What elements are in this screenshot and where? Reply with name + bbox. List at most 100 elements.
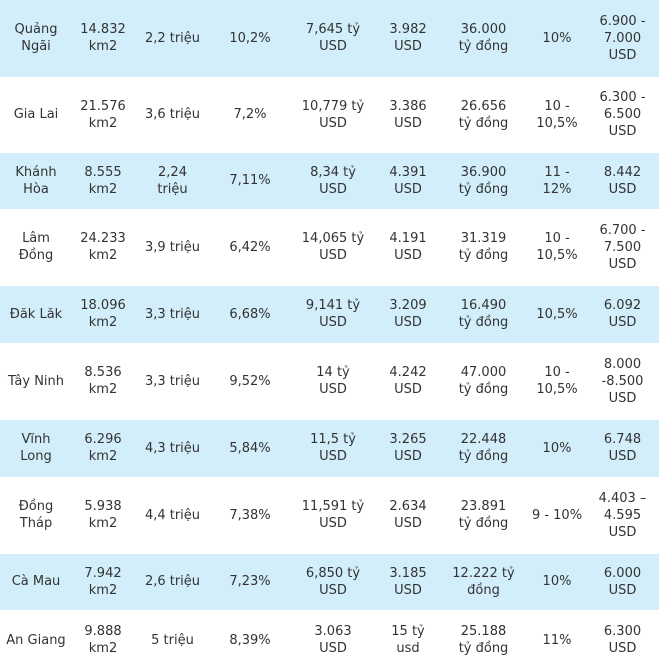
table-row: Tây Ninh 8.536 km2 3,3 triệu 9,52% 14 tỷ… [0,343,659,420]
growth-cell: 7,38% [211,477,289,554]
target-growth-cell: 10 - 10,5% [528,209,586,286]
target-growth-cell: 10% [528,419,586,478]
growth-cell: 7,23% [211,553,289,611]
budget-cell: 36.000 tỷ đồng [439,0,528,78]
target-per-capita-cell: 6.900 - 7.000 USD [586,0,659,78]
per-capita-cell: 2.634 USD [377,477,439,554]
growth-cell: 6,68% [211,285,289,344]
grdp-cell: 11,5 tỷ USD [289,419,377,478]
target-growth-cell: 10 - 10,5% [528,343,586,420]
target-growth-cell: 10,5% [528,285,586,344]
grdp-cell: 6,850 tỷ USD [289,553,377,611]
per-capita-cell: 4.391 USD [377,152,439,210]
target-per-capita-cell: 6.748 USD [586,419,659,478]
target-per-capita-cell: 6.300 USD [586,610,659,671]
budget-cell: 25.188 tỷ đồng [439,610,528,671]
grdp-cell: 3.063 USD [289,610,377,671]
area-cell: 8.555 km2 [72,152,134,210]
area-cell: 6.296 km2 [72,419,134,478]
budget-cell: 16.490 tỷ đồng [439,285,528,344]
per-capita-cell: 15 tỷ usd [377,610,439,671]
grdp-cell: 11,591 tỷ USD [289,477,377,554]
budget-cell: 22.448 tỷ đồng [439,419,528,478]
per-capita-cell: 3.185 USD [377,553,439,611]
province-cell: Khánh Hòa [0,152,72,210]
target-per-capita-cell: 6.092 USD [586,285,659,344]
grdp-cell: 8,34 tỷ USD [289,152,377,210]
per-capita-cell: 3.386 USD [377,77,439,153]
growth-cell: 6,42% [211,209,289,286]
budget-cell: 26.656 tỷ đồng [439,77,528,153]
population-cell: 3,3 triệu [134,285,211,344]
population-cell: 4,3 triệu [134,419,211,478]
table-row: Khánh Hòa 8.555 km2 2,24 triệu 7,11% 8,3… [0,152,659,210]
area-cell: 24.233 km2 [72,209,134,286]
per-capita-cell: 3.982 USD [377,0,439,78]
growth-cell: 8,39% [211,610,289,671]
target-growth-cell: 10% [528,0,586,78]
budget-cell: 12.222 tỷ đồng [439,553,528,611]
province-cell: Đăk Lăk [0,285,72,344]
province-cell: Gia Lai [0,77,72,153]
area-cell: 7.942 km2 [72,553,134,611]
budget-cell: 31.319 tỷ đồng [439,209,528,286]
population-cell: 2,6 triệu [134,553,211,611]
population-cell: 4,4 triệu [134,477,211,554]
growth-cell: 10,2% [211,0,289,78]
population-cell: 3,9 triệu [134,209,211,286]
target-growth-cell: 10 - 10,5% [528,77,586,153]
population-cell: 3,6 triệu [134,77,211,153]
province-cell: Quảng Ngãi [0,0,72,78]
area-cell: 5.938 km2 [72,477,134,554]
growth-cell: 9,52% [211,343,289,420]
province-cell: Cà Mau [0,553,72,611]
target-growth-cell: 11% [528,610,586,671]
grdp-cell: 9,141 tỷ USD [289,285,377,344]
table-row: Cà Mau 7.942 km2 2,6 triệu 7,23% 6,850 t… [0,553,659,611]
province-cell: Đồng Tháp [0,477,72,554]
budget-cell: 23.891 tỷ đồng [439,477,528,554]
table-row: Gia Lai 21.576 km2 3,6 triệu 7,2% 10,779… [0,77,659,153]
grdp-cell: 14 tỷ USD [289,343,377,420]
target-growth-cell: 11 - 12% [528,152,586,210]
target-per-capita-cell: 6.000 USD [586,553,659,611]
per-capita-cell: 4.242 USD [377,343,439,420]
grdp-cell: 7,645 tỷ USD [289,0,377,78]
table-row: Đăk Lăk 18.096 km2 3,3 triệu 6,68% 9,141… [0,285,659,344]
growth-cell: 7,11% [211,152,289,210]
grdp-cell: 10,779 tỷ USD [289,77,377,153]
table-row: Quảng Ngãi 14.832 km2 2,2 triệu 10,2% 7,… [0,0,659,78]
table-row: Vĩnh Long 6.296 km2 4,3 triệu 5,84% 11,5… [0,419,659,478]
population-cell: 5 triệu [134,610,211,671]
area-cell: 21.576 km2 [72,77,134,153]
population-cell: 2,24 triệu [134,152,211,210]
table-row: An Giang 9.888 km2 5 triệu 8,39% 3.063 U… [0,610,659,671]
province-cell: Lâm Đồng [0,209,72,286]
target-growth-cell: 9 - 10% [528,477,586,554]
growth-cell: 5,84% [211,419,289,478]
per-capita-cell: 3.209 USD [377,285,439,344]
area-cell: 18.096 km2 [72,285,134,344]
table-row: Lâm Đồng 24.233 km2 3,9 triệu 6,42% 14,0… [0,209,659,286]
per-capita-cell: 4.191 USD [377,209,439,286]
table-row: Đồng Tháp 5.938 km2 4,4 triệu 7,38% 11,5… [0,477,659,554]
area-cell: 9.888 km2 [72,610,134,671]
target-growth-cell: 10% [528,553,586,611]
area-cell: 8.536 km2 [72,343,134,420]
target-per-capita-cell: 4.403 – 4.595 USD [586,477,659,554]
grdp-cell: 14,065 tỷ USD [289,209,377,286]
area-cell: 14.832 km2 [72,0,134,78]
target-per-capita-cell: 8.442 USD [586,152,659,210]
target-per-capita-cell: 6.300 - 6.500 USD [586,77,659,153]
province-cell: An Giang [0,610,72,671]
budget-cell: 36.900 tỷ đồng [439,152,528,210]
growth-cell: 7,2% [211,77,289,153]
per-capita-cell: 3.265 USD [377,419,439,478]
target-per-capita-cell: 6.700 - 7.500 USD [586,209,659,286]
budget-cell: 47.000 tỷ đồng [439,343,528,420]
province-cell: Vĩnh Long [0,419,72,478]
target-per-capita-cell: 8.000 -8.500 USD [586,343,659,420]
province-cell: Tây Ninh [0,343,72,420]
